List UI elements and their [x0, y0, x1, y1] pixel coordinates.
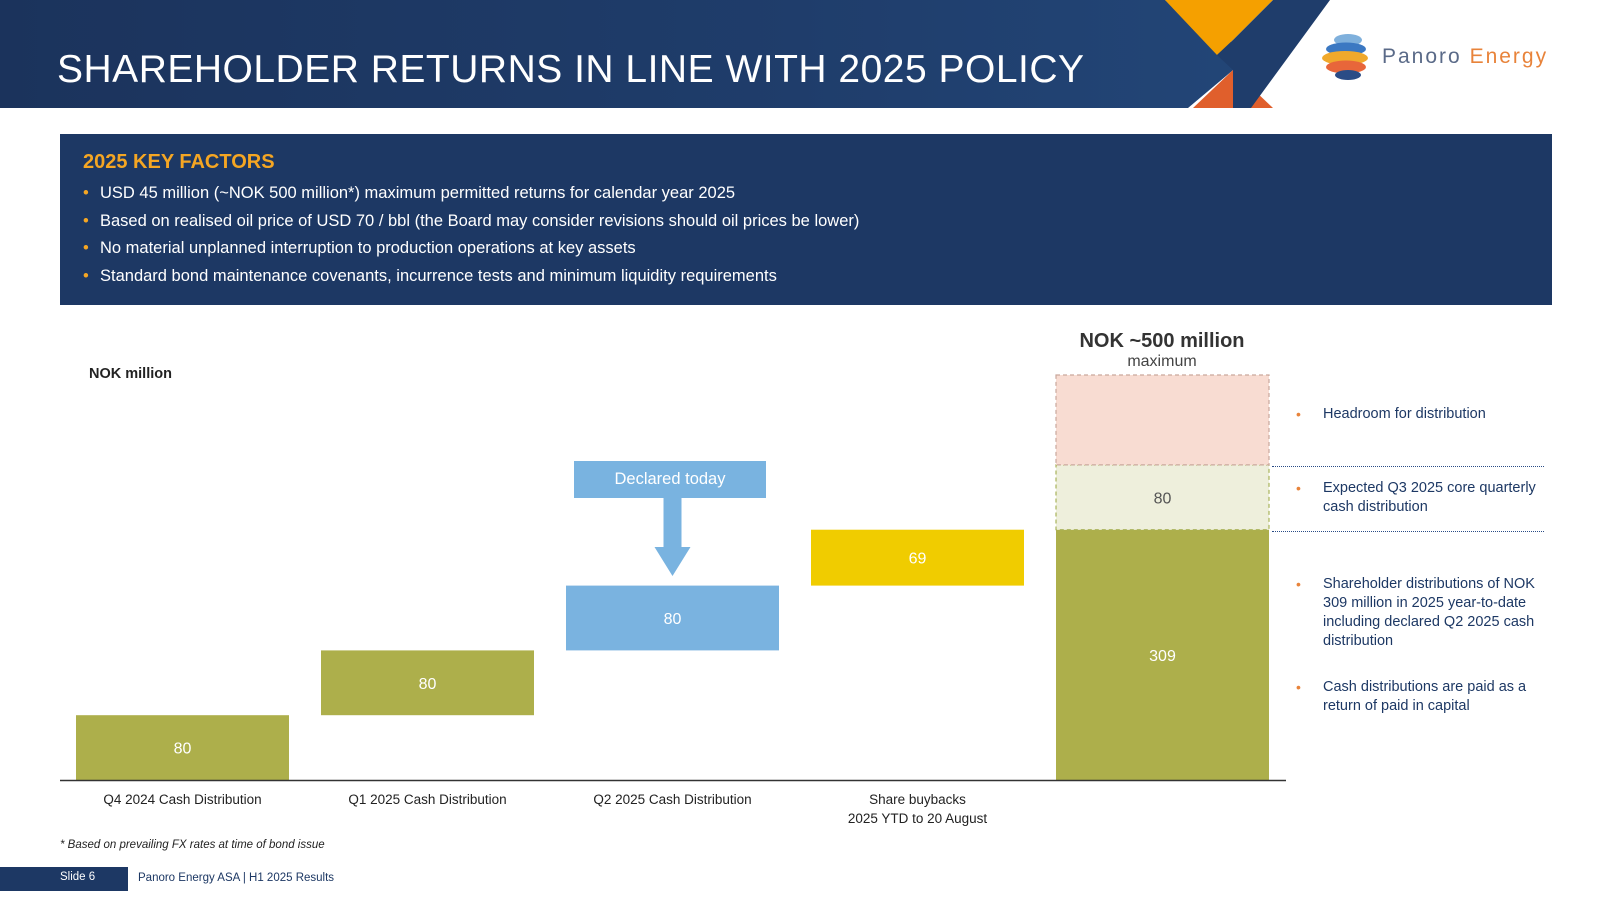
bullet-icon: •	[83, 266, 89, 285]
headroom-bar-segment	[1055, 374, 1270, 466]
logo-wordmark: Panoro Energy	[1382, 45, 1548, 69]
key-factor-text: No material unplanned interruption to pr…	[100, 239, 636, 257]
bar-value-label: 69	[909, 551, 927, 568]
category-label: Q2 2025 Cash Distribution	[593, 792, 751, 807]
note-headroom: • Headroom for distribution	[1296, 405, 1486, 424]
bullet-icon: •	[83, 211, 89, 230]
header-decoration	[1165, 0, 1330, 108]
waterfall-bar	[76, 715, 289, 780]
maximum-title: NOK ~500 million	[1079, 330, 1245, 352]
key-factor-item: • USD 45 million (~NOK 500 million*) maxi…	[83, 180, 1529, 208]
waterfall-bar	[566, 585, 779, 651]
bar-value-label: 80	[174, 741, 192, 758]
category-label: Q1 2025 Cash Distribution	[348, 792, 506, 807]
slide-number-box: Slide 6	[0, 867, 128, 891]
bar-value-label: 309	[1149, 648, 1176, 665]
header: SHAREHOLDER RETURNS IN LINE WITH 2025 PO…	[0, 0, 1600, 108]
key-factor-text: Based on realised oil price of USD 70 / …	[100, 211, 860, 230]
footer-text: Panoro Energy ASA | H1 2025 Results	[138, 872, 335, 884]
maximum-subtitle: maximum	[1127, 353, 1197, 370]
note-text: Expected Q3 2025 core quarterly cash dis…	[1323, 480, 1536, 515]
key-factor-item: • Based on realised oil price of USD 70 /…	[83, 208, 1529, 236]
company-logo: Panoro Energy	[1320, 26, 1590, 84]
logo-energy: Energy	[1469, 45, 1549, 68]
category-label: Share buybacks	[869, 792, 966, 807]
y-axis-unit-label: NOK million	[89, 366, 172, 382]
bullet-icon: •	[1296, 406, 1301, 422]
note-text: Cash distributions are paid as a return …	[1323, 679, 1527, 714]
bar-value-label: 80	[1154, 490, 1172, 507]
note-expected: • Expected Q3 2025 core quarterly cash di…	[1296, 479, 1561, 517]
footnote: * Based on prevailing FX rates at time o…	[60, 839, 325, 851]
logo-name: Panoro	[1382, 45, 1462, 68]
bullet-icon: •	[83, 239, 89, 257]
bullet-icon: •	[1296, 679, 1301, 695]
divider	[1272, 531, 1544, 532]
key-factor-text: USD 45 million (~NOK 500 million*) maxim…	[100, 184, 736, 202]
bullet-icon: •	[1296, 576, 1301, 592]
down-arrow-icon	[654, 498, 691, 576]
category-label: Q4 2024 Cash Distribution	[103, 792, 261, 807]
note-shareholder: • Shareholder distributions of NOK 309 mi…	[1296, 575, 1558, 651]
header-banner	[0, 0, 1330, 108]
expected-bar-segment	[1055, 464, 1270, 531]
key-factor-text: Standard bond maintenance covenants, inc…	[100, 266, 777, 285]
key-factors-title: 2025 KEY FACTORS	[83, 151, 275, 173]
note-text: Shareholder distributions of NOK 309 mil…	[1323, 576, 1535, 649]
key-factor-item: • No material unplanned interruption to p…	[83, 235, 1529, 263]
declared-today-callout: Declared today	[574, 461, 766, 498]
note-paid: • Cash distributions are paid as a return…	[1296, 678, 1558, 716]
waterfall-bar	[321, 650, 534, 716]
bullet-icon: •	[83, 184, 89, 202]
key-factors-box: 2025 KEY FACTORS • USD 45 million (~NOK 5…	[60, 134, 1552, 305]
key-factor-item: • Standard bond maintenance covenants, in…	[83, 263, 1529, 291]
slide-number: Slide 6	[60, 871, 96, 883]
waterfall-bar	[811, 529, 1024, 586]
bar-value-label: 80	[419, 676, 437, 693]
page-title: SHAREHOLDER RETURNS IN LINE WITH 2025 PO…	[57, 48, 1085, 91]
bullet-icon: •	[1296, 480, 1301, 496]
key-factors-list: • USD 45 million (~NOK 500 million*) maxi…	[83, 180, 1529, 290]
total-bar-segment	[1056, 529, 1269, 780]
bar-value-label: 80	[664, 611, 682, 628]
category-label: 2025 YTD to 20 August	[848, 811, 988, 826]
globe-logo-icon	[1322, 34, 1368, 80]
divider	[1272, 466, 1544, 467]
note-text: Headroom for distribution	[1323, 406, 1486, 422]
